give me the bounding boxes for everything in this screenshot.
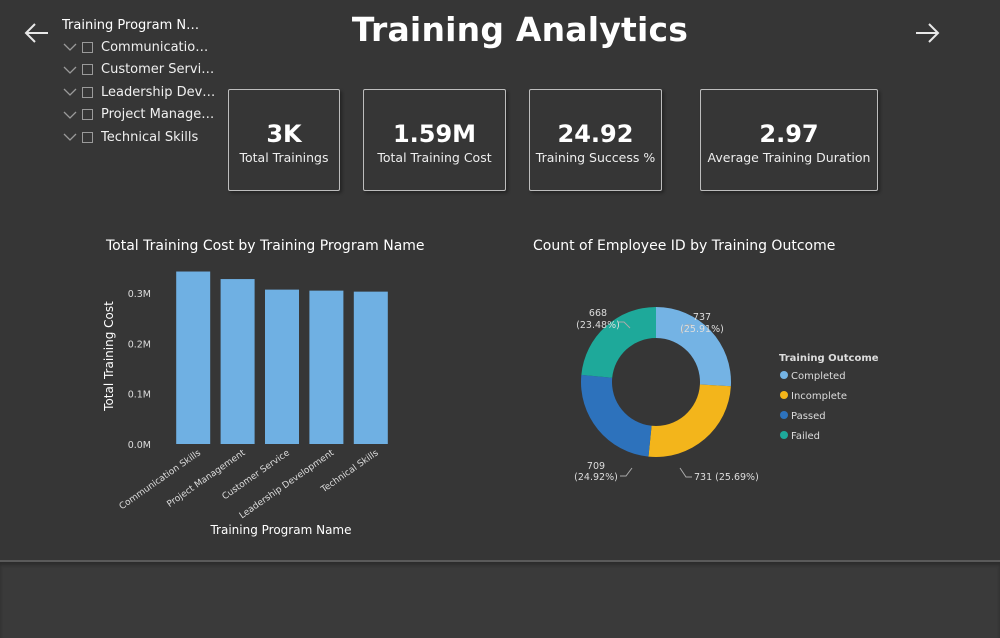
bar	[265, 289, 299, 444]
x-tick-label: Project Management	[165, 448, 247, 510]
page-footer-strip	[0, 560, 1000, 638]
legend-marker	[780, 411, 788, 419]
legend-label: Failed	[791, 431, 820, 442]
data-label: (23.48%)	[576, 320, 620, 331]
slicer-item-label: Customer Service	[101, 62, 216, 78]
leader-line	[620, 467, 633, 477]
slicer-item-label: Communication S...	[101, 39, 216, 55]
legend-label: Passed	[791, 411, 826, 422]
x-axis-title: Training Program Name	[209, 523, 351, 537]
checkbox[interactable]	[82, 64, 93, 76]
donut-chart-title: Count of Employee ID by Training Outcome	[533, 238, 836, 254]
kpi-value: 24.92	[557, 120, 634, 148]
donut-slice	[581, 307, 656, 378]
kpi-caption: Average Training Duration	[707, 150, 871, 165]
data-label: 731 (25.69%)	[694, 472, 759, 483]
chevron-down-icon[interactable]	[62, 110, 78, 120]
bar	[309, 290, 344, 444]
kpi-caption: Total Training Cost	[377, 150, 492, 165]
legend-marker	[780, 391, 788, 399]
data-label: (25.91%)	[680, 324, 724, 335]
bar	[353, 291, 388, 444]
kpi-caption: Training Success %	[535, 150, 656, 165]
data-label: 668	[589, 308, 607, 319]
kpi-value: 2.97	[759, 120, 819, 148]
slicer-item-label: Leadership Devel...	[101, 84, 216, 100]
legend-label: Incomplete	[791, 391, 847, 402]
kpi-value: 1.59M	[392, 120, 477, 148]
leader-line	[680, 324, 692, 334]
donut-chart[interactable]: 737(25.91%) 731 (25.69%) 709(24.92%) 668(23…	[540, 290, 900, 500]
checkbox[interactable]	[82, 41, 93, 53]
checkbox[interactable]	[82, 86, 93, 98]
y-tick-label: 0.1M	[128, 390, 151, 401]
slicer-item[interactable]: Project Managem...	[62, 104, 222, 127]
kpi-card-total-trainings[interactable]: 3K Total Trainings	[228, 89, 340, 191]
arrow-right-icon[interactable]	[912, 18, 942, 48]
slicer-item[interactable]: Leadership Devel...	[62, 81, 222, 104]
legend-marker	[780, 431, 788, 439]
bar	[220, 279, 255, 444]
legend-label: Completed	[791, 371, 846, 382]
chevron-down-icon[interactable]	[62, 132, 78, 142]
report-canvas	[0, 0, 1000, 560]
y-tick-label: 0.0M	[128, 440, 151, 451]
chevron-down-icon[interactable]	[62, 87, 78, 97]
leader-line	[618, 321, 631, 329]
bar	[176, 271, 211, 444]
bar-chart-title: Total Training Cost by Training Program …	[106, 238, 425, 254]
checkbox[interactable]	[82, 131, 93, 143]
data-label: 709	[587, 461, 605, 472]
legend-marker	[780, 371, 788, 379]
kpi-card-training-success[interactable]: 24.92 Training Success %	[529, 89, 662, 191]
bar-chart[interactable]: 0.0M 0.1M 0.2M 0.3M Total Training Cost Commu…	[95, 258, 425, 548]
slicer-item-label: Project Managem...	[101, 107, 216, 123]
data-label: 737	[693, 312, 711, 323]
legend-title: Training Outcome	[779, 353, 879, 364]
kpi-value: 3K	[266, 120, 302, 148]
kpi-card-total-training-cost[interactable]: 1.59M Total Training Cost	[363, 89, 506, 191]
kpi-caption: Total Trainings	[239, 150, 329, 165]
donut-slice	[581, 374, 652, 457]
slicer-item[interactable]: Technical Skills	[62, 126, 222, 149]
chevron-down-icon[interactable]	[62, 42, 78, 52]
arrow-left-icon[interactable]	[22, 18, 52, 48]
slicer-item-label: Technical Skills	[101, 129, 199, 145]
y-axis-title: Total Training Cost	[102, 301, 116, 412]
data-label: (24.92%)	[574, 472, 618, 483]
training-program-slicer: Training Program Na... Communication S..…	[62, 18, 222, 149]
donut-slice	[648, 384, 731, 457]
checkbox[interactable]	[82, 109, 93, 121]
leader-line	[679, 467, 692, 478]
chevron-down-icon[interactable]	[62, 65, 78, 75]
slicer-title: Training Program Na...	[62, 18, 202, 33]
slicer-item[interactable]: Customer Service	[62, 59, 222, 82]
slicer-item[interactable]: Communication S...	[62, 36, 222, 59]
kpi-card-average-training-duration[interactable]: 2.97 Average Training Duration	[700, 89, 878, 191]
x-tick-label: Communication Skills	[118, 448, 203, 512]
page-title: Training Analytics	[351, 10, 689, 49]
y-tick-label: 0.3M	[128, 289, 151, 300]
y-tick-label: 0.2M	[128, 339, 151, 350]
donut-slice	[656, 307, 731, 387]
